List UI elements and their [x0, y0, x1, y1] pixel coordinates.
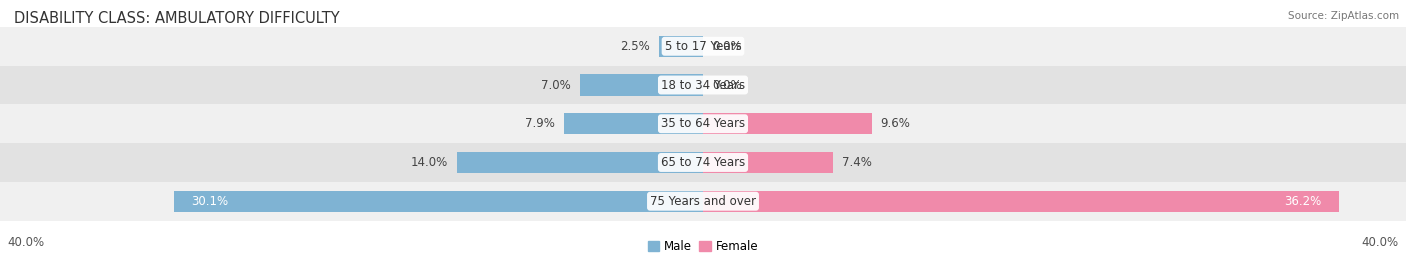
Text: 36.2%: 36.2%: [1285, 195, 1322, 208]
Bar: [564, 113, 703, 134]
Text: 7.9%: 7.9%: [526, 117, 555, 130]
Bar: [0, 143, 1406, 182]
Bar: [0, 27, 1406, 66]
Text: 5 to 17 Years: 5 to 17 Years: [665, 40, 741, 53]
Bar: [0, 104, 1406, 143]
Bar: [659, 36, 703, 57]
Bar: [581, 74, 703, 96]
Bar: [0, 66, 1406, 104]
Text: 65 to 74 Years: 65 to 74 Years: [661, 156, 745, 169]
Bar: [703, 113, 872, 134]
Text: 40.0%: 40.0%: [7, 236, 44, 249]
Text: 40.0%: 40.0%: [1362, 236, 1399, 249]
Bar: [457, 152, 703, 173]
Text: 9.6%: 9.6%: [880, 117, 910, 130]
Text: 35 to 64 Years: 35 to 64 Years: [661, 117, 745, 130]
Text: 18 to 34 Years: 18 to 34 Years: [661, 79, 745, 91]
Text: 30.1%: 30.1%: [191, 195, 229, 208]
Legend: Male, Female: Male, Female: [643, 235, 763, 258]
Text: DISABILITY CLASS: AMBULATORY DIFFICULTY: DISABILITY CLASS: AMBULATORY DIFFICULTY: [14, 11, 340, 26]
Text: Source: ZipAtlas.com: Source: ZipAtlas.com: [1288, 11, 1399, 21]
Text: 14.0%: 14.0%: [411, 156, 449, 169]
Bar: [174, 190, 703, 212]
Text: 7.0%: 7.0%: [541, 79, 571, 91]
Text: 2.5%: 2.5%: [620, 40, 650, 53]
Text: 0.0%: 0.0%: [711, 79, 741, 91]
Bar: [0, 182, 1406, 221]
Text: 7.4%: 7.4%: [842, 156, 872, 169]
Bar: [703, 190, 1340, 212]
Text: 75 Years and over: 75 Years and over: [650, 195, 756, 208]
Bar: [703, 152, 832, 173]
Text: 0.0%: 0.0%: [711, 40, 741, 53]
